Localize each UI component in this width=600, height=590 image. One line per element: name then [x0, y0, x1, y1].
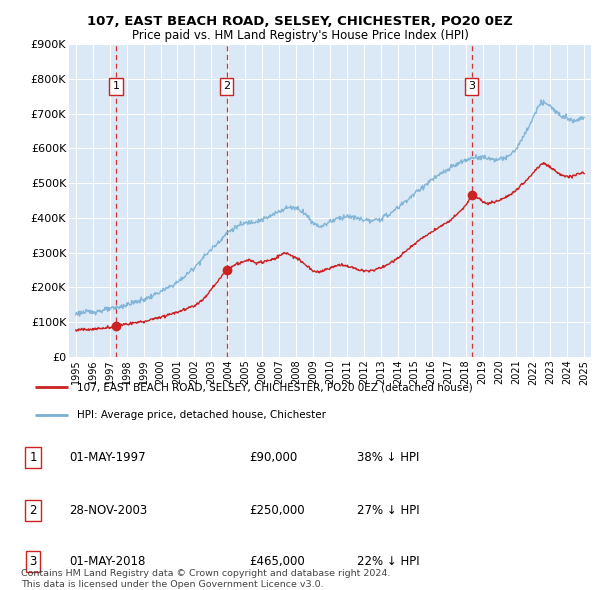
- Text: £250,000: £250,000: [249, 504, 305, 517]
- Text: 01-MAY-1997: 01-MAY-1997: [69, 451, 146, 464]
- Text: This data is licensed under the Open Government Licence v3.0.: This data is licensed under the Open Gov…: [21, 579, 323, 589]
- Text: 01-MAY-2018: 01-MAY-2018: [69, 555, 145, 568]
- Text: 3: 3: [29, 555, 37, 568]
- Text: £465,000: £465,000: [249, 555, 305, 568]
- Text: 2: 2: [223, 81, 230, 91]
- Text: 107, EAST BEACH ROAD, SELSEY, CHICHESTER, PO20 0EZ: 107, EAST BEACH ROAD, SELSEY, CHICHESTER…: [87, 15, 513, 28]
- Text: 22% ↓ HPI: 22% ↓ HPI: [357, 555, 419, 568]
- Text: 1: 1: [29, 451, 37, 464]
- Text: 1: 1: [112, 81, 119, 91]
- Text: 3: 3: [469, 81, 475, 91]
- Text: 38% ↓ HPI: 38% ↓ HPI: [357, 451, 419, 464]
- Text: Contains HM Land Registry data © Crown copyright and database right 2024.: Contains HM Land Registry data © Crown c…: [21, 569, 391, 578]
- Text: 27% ↓ HPI: 27% ↓ HPI: [357, 504, 419, 517]
- Text: £90,000: £90,000: [249, 451, 297, 464]
- Text: 2: 2: [29, 504, 37, 517]
- Text: 28-NOV-2003: 28-NOV-2003: [69, 504, 147, 517]
- Text: Price paid vs. HM Land Registry's House Price Index (HPI): Price paid vs. HM Land Registry's House …: [131, 29, 469, 42]
- Text: HPI: Average price, detached house, Chichester: HPI: Average price, detached house, Chic…: [77, 411, 326, 421]
- Text: 107, EAST BEACH ROAD, SELSEY, CHICHESTER, PO20 0EZ (detached house): 107, EAST BEACH ROAD, SELSEY, CHICHESTER…: [77, 382, 473, 392]
